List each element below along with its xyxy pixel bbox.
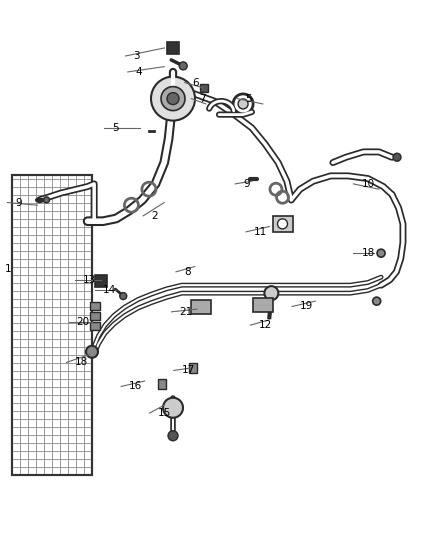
Circle shape [238,99,248,109]
Text: 9: 9 [243,179,250,189]
Bar [95,276,107,287]
Circle shape [43,197,49,203]
Text: 19: 19 [300,302,313,311]
Text: 1: 1 [4,264,11,274]
Text: 10: 10 [361,179,374,189]
Circle shape [265,286,279,300]
Circle shape [161,86,185,111]
Bar [200,84,208,92]
Text: 14: 14 [103,286,116,295]
Bar [12,175,92,475]
Text: 21: 21 [180,307,193,317]
Bar [253,298,273,312]
Text: 13: 13 [83,275,96,285]
Text: 11: 11 [254,227,267,237]
Circle shape [233,94,253,114]
Circle shape [86,346,98,358]
Circle shape [393,153,401,161]
Text: 2: 2 [151,211,158,221]
Bar [167,42,179,54]
Text: 8: 8 [184,267,191,277]
Circle shape [179,62,187,70]
Circle shape [120,293,127,300]
Text: 12: 12 [258,320,272,330]
Text: 3: 3 [134,51,140,61]
Circle shape [373,297,381,305]
Circle shape [167,93,179,104]
Text: 18: 18 [74,358,88,367]
Text: 18: 18 [361,248,374,258]
Text: 4: 4 [136,67,142,77]
Text: 7: 7 [199,94,206,103]
Circle shape [168,431,178,441]
Text: 6: 6 [193,78,199,87]
Text: 16: 16 [129,382,142,391]
Bar [158,379,166,389]
Text: 20: 20 [77,318,90,327]
Text: 9: 9 [15,198,22,207]
Bar [12,175,92,475]
Circle shape [278,219,287,229]
Bar [90,302,100,310]
Bar [90,312,100,320]
Text: 15: 15 [158,408,171,418]
Bar [191,301,212,314]
Text: 5: 5 [245,94,252,103]
Text: 17: 17 [182,366,195,375]
Circle shape [163,398,183,418]
Bar [90,322,100,330]
Text: 5: 5 [112,123,118,133]
Circle shape [151,77,195,120]
Bar [189,363,197,373]
Circle shape [377,249,385,257]
Bar [272,216,293,232]
